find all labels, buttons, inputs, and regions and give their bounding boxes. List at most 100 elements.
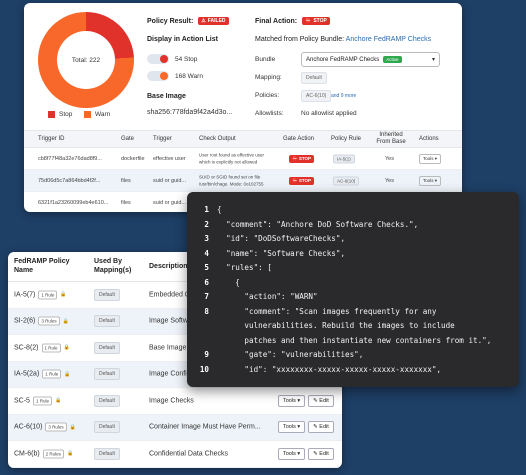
base-image-label: Base Image [147, 93, 186, 100]
mapping-value: Default [301, 72, 327, 84]
policy-name: SI-2(6) [14, 317, 36, 325]
lock-icon: 🔒 [63, 344, 70, 351]
lock-icon: 🔒 [66, 450, 74, 457]
table-row: CM-6(b) 2 Rules 🔒 Default Confidential Data … [8, 441, 342, 468]
lock-icon: 🔒 [60, 291, 67, 298]
base-image-value: sha256:778fda9f42a4d3o... [147, 109, 233, 116]
edit-button[interactable]: ✎ Edit [308, 394, 334, 407]
lock-icon: 🔒 [62, 318, 69, 325]
trigger-table: Trigger ID Gate Trigger Check Output Gat… [24, 130, 462, 212]
final-action-badge: ⛔ STOP [302, 17, 330, 25]
line-number: 10 [199, 364, 209, 374]
bundle-active-badge: Active [383, 56, 402, 63]
final-action-label: Final Action: [255, 17, 298, 25]
row-action-badge: ⛔ STOP [289, 154, 315, 163]
line-number: 7 [204, 292, 209, 301]
code-text: "id": "xxxxxxxx-xxxxx-xxxxx-xxxxx-xxxxxx… [217, 364, 442, 374]
results-donut-chart: Total: 222 [38, 12, 134, 108]
description-cell: Image Softw... [149, 317, 194, 325]
toggle-warn-switch[interactable] [147, 71, 169, 81]
th-policy-name: FedRAMP Policy Name [14, 258, 70, 274]
policies-more-link[interactable]: and 9 more [331, 93, 357, 99]
mapping-cell: Default [94, 341, 120, 354]
policy-name-cell: IA-5(7) 1 Rule 🔒 [14, 290, 67, 300]
code-line: 5 "rules": [ [187, 263, 519, 278]
stop-icon: ⛔ [305, 18, 312, 24]
row-actions: Tools ▾ ✎ Edit [278, 447, 334, 460]
row-actions: Tools ▾ ✎ Edit [278, 394, 334, 407]
legend-stop: Stop [48, 111, 72, 118]
code-line: vulnerabilities. Rebuild the images to i… [187, 321, 519, 336]
line-number: 5 [204, 263, 209, 272]
code-text: "comment": "Scan images frequently for a… [217, 306, 437, 316]
rules-badge: 1 Rule [42, 369, 62, 379]
policy-name: SC-8(2) [14, 344, 39, 352]
legend-stop-swatch [48, 111, 55, 118]
policy-evaluation-card: Total: 222 Stop Warn Policy Result: ⚠ FAI… [24, 3, 462, 212]
bundle-select[interactable]: Anchore FedRAMP Checks Active ▾ [301, 52, 440, 67]
row-actions: Tools ▾ ✎ Edit [278, 421, 334, 434]
edit-button[interactable]: ✎ Edit [308, 447, 334, 460]
mapping-cell: Default [94, 288, 120, 301]
code-line: 8 "comment": "Scan images frequently for… [187, 307, 519, 322]
rules-badge: 3 Rules [38, 316, 60, 326]
legend-warn-swatch [84, 111, 91, 118]
final-action: Final Action: ⛔ STOP [255, 17, 330, 25]
toggle-warn[interactable]: 168 Warn [147, 71, 203, 81]
row-tools-button[interactable]: Tools ▾ [419, 175, 442, 186]
row-trigger-id: 6321f1a23260099eb4e610... [38, 199, 109, 206]
rules-badge: 1 Rule [32, 396, 52, 406]
code-text: "comment": "Anchore DoD Software Checks.… [217, 219, 419, 229]
line-number: 1 [204, 205, 209, 214]
policy-name-cell: CM-6(b) 2 Rules 🔒 [14, 449, 74, 459]
th-gate: Gate [121, 136, 135, 142]
policy-result-label: Policy Result: [147, 17, 194, 25]
policy-name-cell: SI-2(6) 3 Rules 🔒 [14, 316, 69, 326]
tools-button[interactable]: Tools ▾ [278, 394, 306, 407]
row-policy-rule: AC-6(10) [333, 176, 360, 185]
toggle-stop[interactable]: 54 Stop [147, 54, 197, 64]
row-tools-button[interactable]: Tools ▾ [419, 153, 442, 164]
row-output-line1: SUID or SGID found set on file [199, 174, 261, 180]
row-trigger: suid or guid... [153, 177, 187, 184]
policy-name-cell: SC-8(2) 1 Rule 🔒 [14, 343, 70, 353]
code-line: 10 "id": "xxxxxxxx-xxxxx-xxxxx-xxxxx-xxx… [187, 365, 519, 380]
code-text: patches and then instantiate new contain… [217, 335, 492, 345]
edit-icon: ✎ [313, 450, 318, 457]
description-cell: Confidential Data Checks [149, 450, 228, 458]
edit-icon: ✎ [313, 424, 318, 431]
display-in-action-list: Display in Action List [147, 36, 218, 43]
mapping-cell: Default [94, 394, 120, 407]
tools-button[interactable]: Tools ▾ [278, 447, 306, 460]
tools-button[interactable]: Tools ▾ [278, 421, 306, 434]
code-line: 3 "id": "DoDSoftwareChecks", [187, 234, 519, 249]
bundle-label: Bundle [255, 56, 276, 63]
toggle-stop-switch[interactable] [147, 54, 169, 64]
line-number: 9 [204, 350, 209, 359]
edit-button[interactable]: ✎ Edit [308, 421, 334, 434]
matched-bundle-link[interactable]: Anchore FedRAMP Checks [345, 36, 432, 43]
code-line: 2 "comment": "Anchore DoD Software Check… [187, 220, 519, 235]
line-number: 4 [204, 248, 209, 258]
bundle-select-value: Anchore FedRAMP Checks [306, 56, 380, 63]
row-action-badge: ⛔ STOP [289, 176, 315, 185]
lock-icon: 🔒 [69, 424, 76, 431]
row-gate: files [121, 177, 131, 184]
allowlists-label: Allowlists: [255, 110, 284, 117]
table-row: 6321f1a23260099eb4e610... files suid or … [24, 192, 462, 212]
description-cell: Base Image... [149, 344, 193, 352]
mapping-badge: Default [94, 394, 120, 407]
th-trigger-id: Trigger ID [38, 136, 65, 142]
code-text: "id": "DoDSoftwareChecks", [217, 234, 346, 243]
th-description: Description [149, 263, 188, 270]
table-row: IA-5(7) 1 Rule 🔒 Default Embedded C... [8, 282, 342, 309]
policy-name: CM-6(b) [14, 450, 40, 458]
code-text: "name": "Software Checks", [217, 248, 346, 258]
toggle-stop-label: 54 Stop [175, 55, 198, 63]
row-trigger-id: 75d06d5c7a864bbd4f2f... [38, 177, 101, 184]
description-cell: Container Image Must Have Perm... [149, 423, 261, 431]
row-trigger: effective user [153, 155, 186, 162]
mapping-label: Mapping: [255, 74, 282, 81]
line-number: 6 [204, 277, 209, 287]
table-row: cb8f77f48a32e76dad8f9... dockerfile effe… [24, 148, 462, 170]
